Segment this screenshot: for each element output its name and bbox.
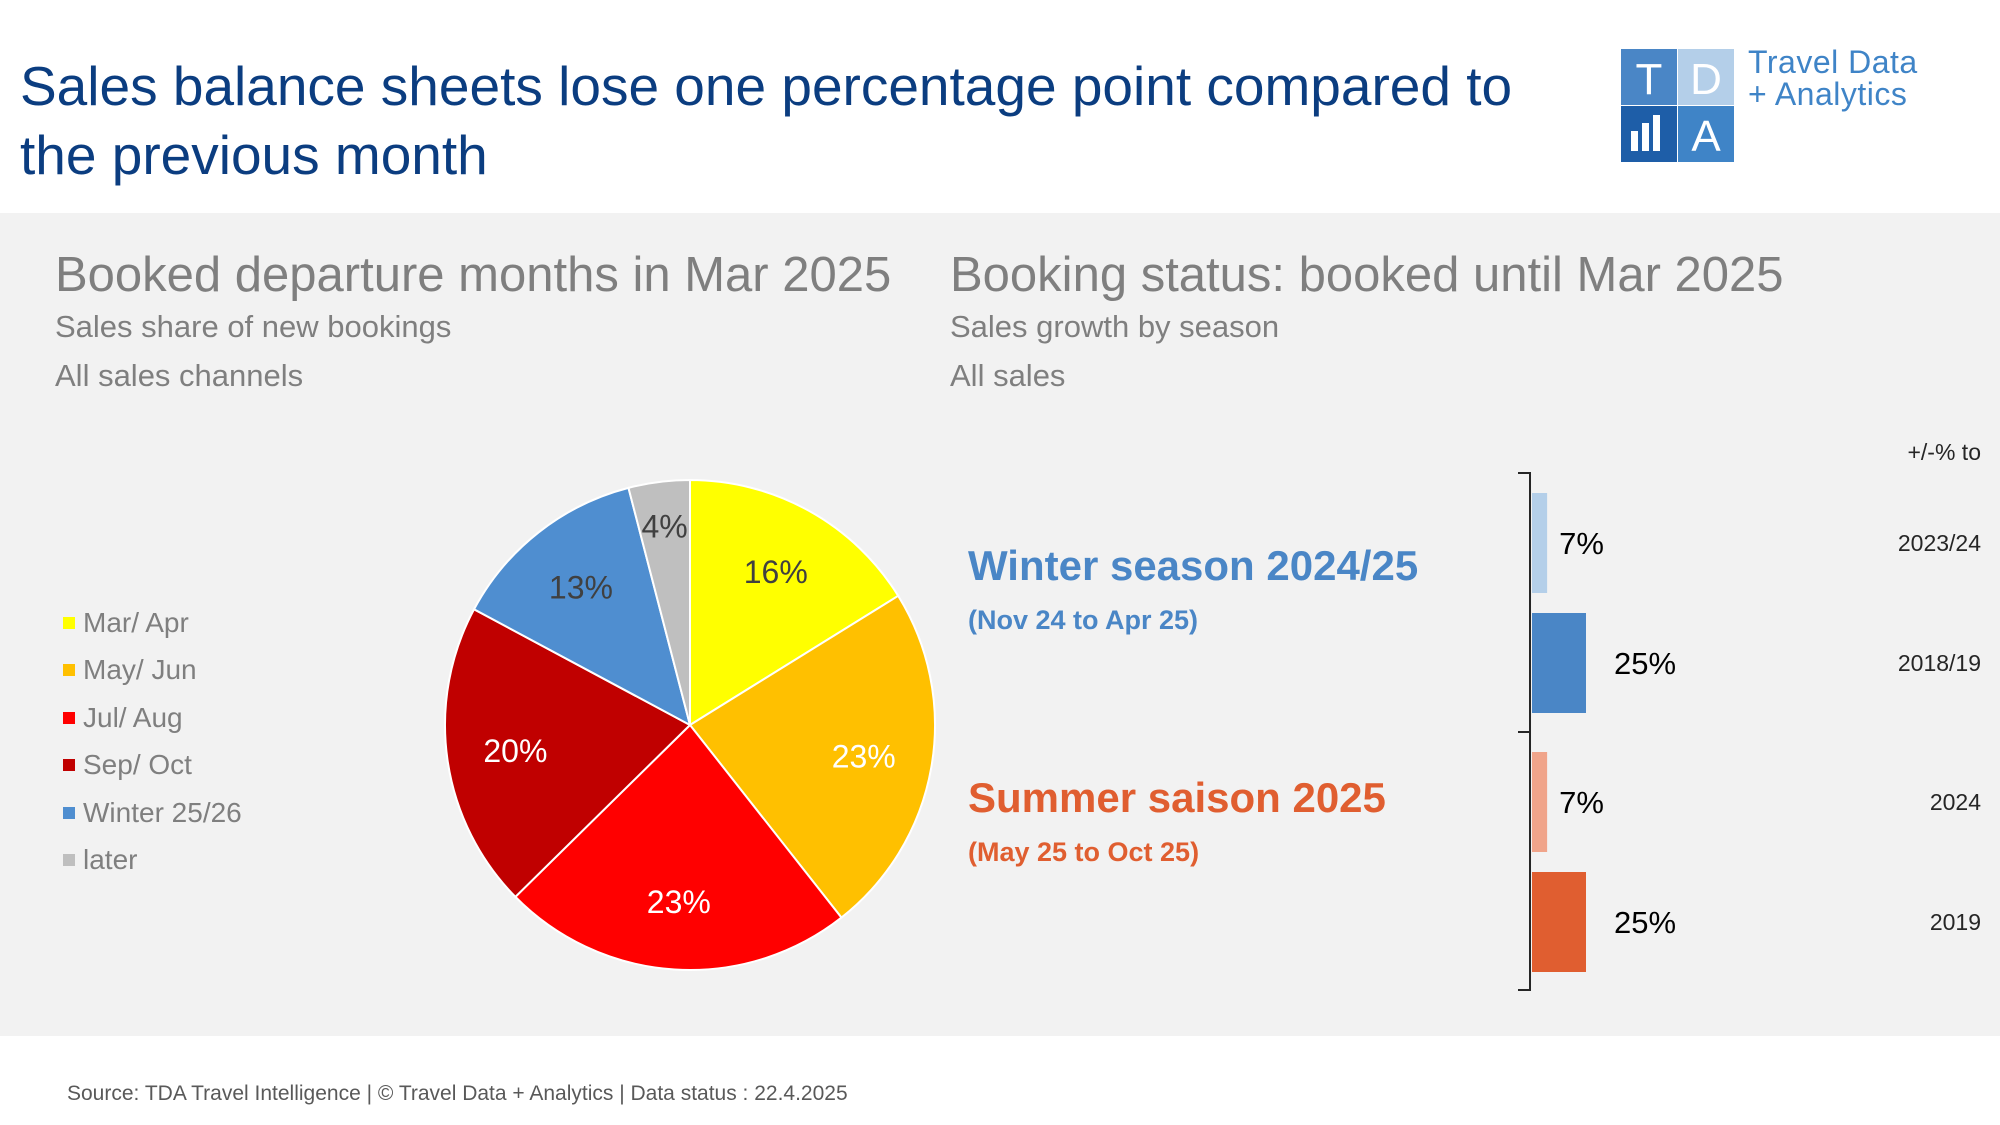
bar-chart-icon xyxy=(1631,115,1660,151)
logo-line-2: + Analytics xyxy=(1748,76,1908,112)
bar-compare-label: 2019 xyxy=(1930,909,1981,935)
pie-slice-1 xyxy=(688,594,936,919)
bar-0 xyxy=(1532,493,1548,593)
bar-compare-label: 2024 xyxy=(1930,789,1981,815)
pie-slice-0 xyxy=(689,478,900,727)
right-panel-subtitle-2: All sales xyxy=(950,358,1066,393)
winter-season-range: (Nov 24 to Apr 25) xyxy=(968,605,1199,635)
legend-swatch xyxy=(63,759,75,771)
pie-slice-3 xyxy=(444,607,692,899)
bar-compare-label: 2018/19 xyxy=(1898,650,1981,676)
bar-3 xyxy=(1532,872,1586,972)
page-title: Sales balance sheets lose one percentage… xyxy=(20,55,1513,186)
pie-slice-label: 23% xyxy=(647,884,711,920)
compare-header: +/-% to xyxy=(1907,439,1981,465)
logo-mark: T D A xyxy=(1621,49,1734,162)
logo-line-1: Travel Data xyxy=(1748,44,1918,80)
pie-slice-label: 20% xyxy=(483,733,547,769)
legend-swatch xyxy=(63,807,75,819)
header: Sales balance sheets lose one percentage… xyxy=(0,0,2000,213)
footer-source: Source: TDA Travel Intelligence | © Trav… xyxy=(67,1082,848,1105)
pie-slice-label: 4% xyxy=(641,509,687,545)
legend-swatch xyxy=(63,854,75,866)
bar-value-label: 25% xyxy=(1614,905,1676,940)
logo-letter-a: A xyxy=(1691,112,1721,161)
summer-season-title: Summer saison 2025 xyxy=(968,774,1386,821)
legend-label: Jul/ Aug xyxy=(83,702,183,733)
left-panel-title: Booked departure months in Mar 2025 xyxy=(55,248,892,302)
season-growth-bar-chart: +/-% to 7% 2023/24 25% 2018/19 7% 2024 25% 2019 xyxy=(1518,439,1981,991)
pie-chart: 16% 23% 23% 20% 13% 4% xyxy=(444,478,936,971)
pie-slice-4 xyxy=(472,486,692,727)
pie-slice-2 xyxy=(513,723,843,971)
legend-swatch xyxy=(63,617,75,629)
legend-swatch xyxy=(63,712,75,724)
logo-letter-d: D xyxy=(1690,55,1722,104)
legend-label: May/ Jun xyxy=(83,654,197,685)
left-panel-subtitle-2: All sales channels xyxy=(55,358,304,393)
pie-slice-label: 13% xyxy=(549,569,613,605)
pie-slice-label: 16% xyxy=(744,554,808,590)
bar-value-label: 7% xyxy=(1559,526,1604,561)
content-panel: Booked departure months in Mar 2025 Sale… xyxy=(0,213,2000,1036)
logo-letter-t: T xyxy=(1636,55,1663,104)
left-panel-subtitle-1: Sales share of new bookings xyxy=(55,309,452,344)
legend-label: later xyxy=(83,844,138,875)
legend-label: Mar/ Apr xyxy=(83,607,189,638)
bar-1 xyxy=(1532,613,1586,713)
bracket-axis xyxy=(1518,472,1531,991)
right-panel-subtitle-1: Sales growth by season xyxy=(950,309,1280,344)
bar-value-label: 25% xyxy=(1614,646,1676,681)
pie-slice-5 xyxy=(627,478,691,726)
logo-wordmark: Travel Data + Analytics xyxy=(1748,46,2000,110)
bar-value-label: 7% xyxy=(1559,785,1604,820)
legend-label: Sep/ Oct xyxy=(83,749,192,780)
pie-slice-label: 23% xyxy=(832,739,896,775)
bar-compare-label: 2023/24 xyxy=(1898,530,1981,556)
right-panel-title: Booking status: booked until Mar 2025 xyxy=(950,248,1784,302)
bar-2 xyxy=(1532,752,1548,852)
legend-label: Winter 25/26 xyxy=(83,797,242,828)
legend-swatch xyxy=(63,664,75,676)
summer-season-range: (May 25 to Oct 25) xyxy=(968,837,1200,867)
winter-season-title: Winter season 2024/25 xyxy=(968,542,1419,589)
